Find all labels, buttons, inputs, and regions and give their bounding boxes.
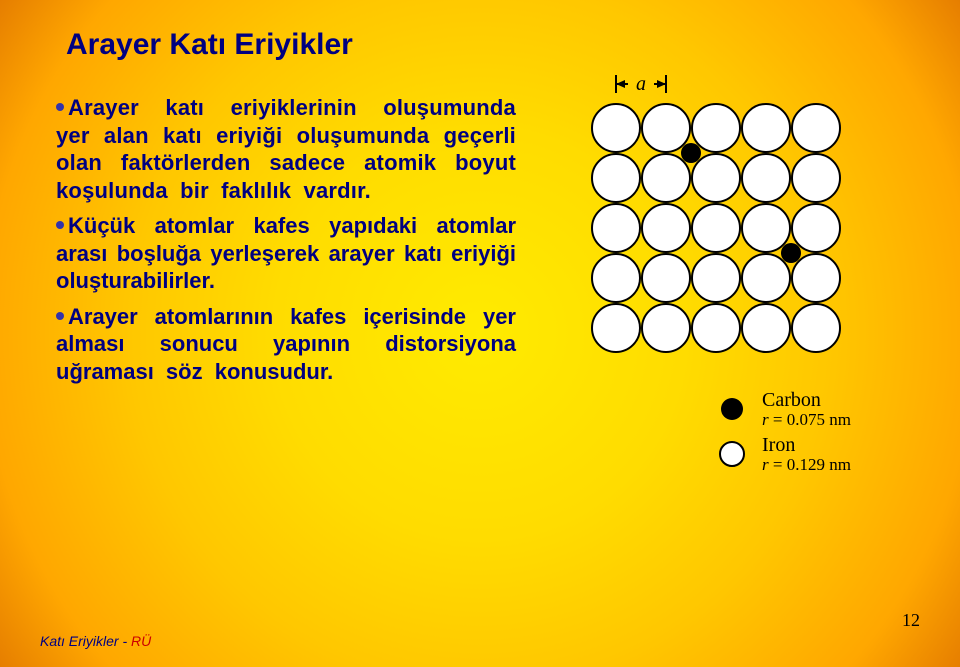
bullet-icon bbox=[56, 312, 64, 320]
carbon-symbol bbox=[714, 398, 750, 420]
slide-title: Arayer Katı Eriyikler bbox=[66, 28, 912, 62]
legend-row-carbon: Carbon r = 0.075 nm bbox=[714, 390, 916, 429]
content-row: Arayer katı eriyiklerinin oluşumunda yer… bbox=[56, 94, 912, 393]
iron-value: r = 0.129 nm bbox=[762, 456, 851, 474]
legend-row-iron: Iron r = 0.129 nm bbox=[714, 435, 916, 474]
legend: Carbon r = 0.075 nm Iron r = 0.129 nm bbox=[714, 390, 916, 474]
footer-right: RÜ bbox=[131, 633, 151, 649]
footer-left: Katı Eriyikler - bbox=[40, 633, 131, 649]
carbon-r: 0.075 nm bbox=[787, 410, 851, 429]
footer: Katı Eriyikler - RÜ bbox=[40, 633, 151, 649]
slide: Arayer Katı Eriyikler Arayer katı eriyik… bbox=[0, 0, 960, 667]
open-circle-icon bbox=[719, 441, 745, 467]
filled-circle-icon bbox=[721, 398, 743, 420]
iron-r: 0.129 nm bbox=[787, 455, 851, 474]
paragraph-3-text: Arayer atomlarının kafes içerisinde yer … bbox=[56, 304, 516, 384]
page-number: 12 bbox=[902, 610, 920, 631]
figure-column: a Carbon r = 0.075 nm Iron r = 0.129 bbox=[546, 94, 912, 393]
text-column: Arayer katı eriyiklerinin oluşumunda yer… bbox=[56, 94, 516, 393]
paragraph-1-text: Arayer katı eriyiklerinin oluşumunda yer… bbox=[56, 95, 516, 203]
carbon-label: Carbon bbox=[762, 390, 851, 411]
paragraph-3: Arayer atomlarının kafes içerisinde yer … bbox=[56, 303, 516, 386]
legend-text-carbon: Carbon r = 0.075 nm bbox=[762, 390, 851, 429]
bullet-icon bbox=[56, 103, 64, 111]
paragraph-2-text: Küçük atomlar kafes yapıdaki atomlar ara… bbox=[56, 213, 516, 293]
paragraph-1: Arayer katı eriyiklerinin oluşumunda yer… bbox=[56, 94, 516, 204]
legend-text-iron: Iron r = 0.129 nm bbox=[762, 435, 851, 474]
figure-wrap: a Carbon r = 0.075 nm Iron r = 0.129 bbox=[576, 66, 916, 480]
carbon-value: r = 0.075 nm bbox=[762, 411, 851, 429]
svg-text:a: a bbox=[636, 73, 646, 95]
paragraph-2: Küçük atomlar kafes yapıdaki atomlar ara… bbox=[56, 212, 516, 295]
iron-symbol bbox=[714, 441, 750, 467]
iron-label: Iron bbox=[762, 435, 851, 456]
lattice-diagram: a bbox=[576, 66, 886, 376]
bullet-icon bbox=[56, 221, 64, 229]
